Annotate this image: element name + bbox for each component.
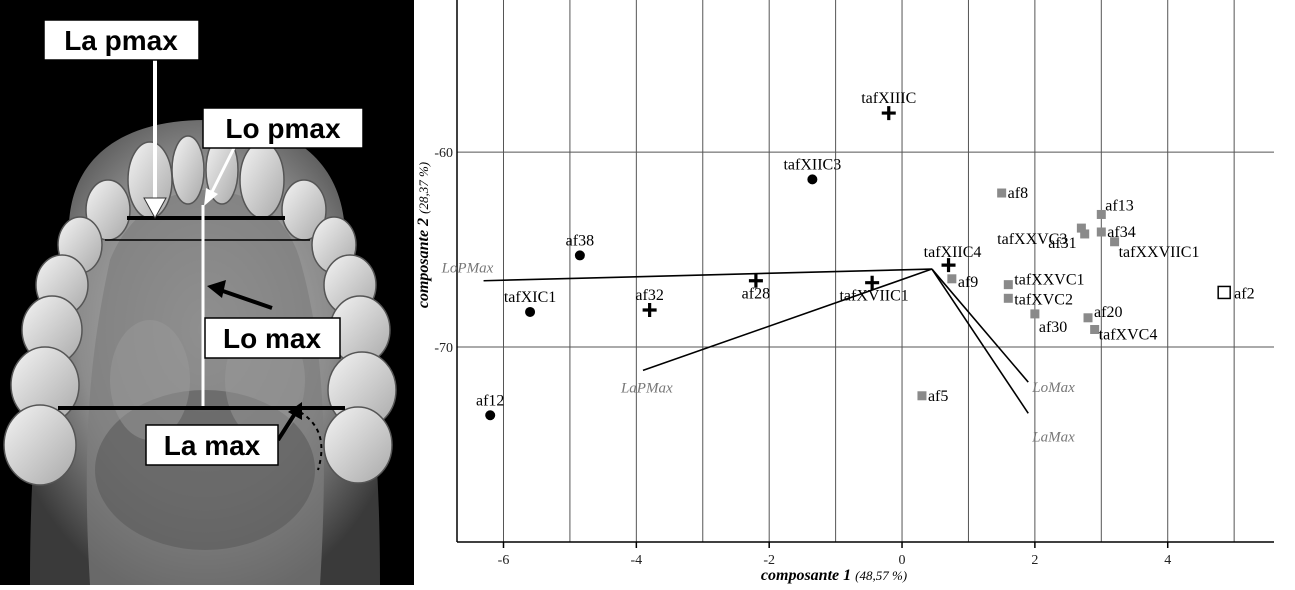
point-marker (748, 273, 763, 288)
vector-label: LoMax (1031, 380, 1075, 396)
arrow-icon (204, 188, 218, 206)
pca-chart-panel: -6 -4 -2 0 2 4 -60 -70 LoPMax LaPMax LoMax LaMax t… (414, 0, 1295, 585)
point-marker (574, 250, 585, 261)
skull-photo-panel: La pmax Lo pmax Lo max La max (0, 0, 414, 585)
point-label: tafXVC2 (1014, 291, 1073, 308)
point-marker (525, 306, 536, 317)
point-marker (1096, 227, 1106, 237)
point-label: af28 (742, 286, 770, 303)
point-label: af38 (566, 232, 594, 249)
point-label: tafXVIIC1 (839, 288, 908, 305)
point-label: af9 (958, 274, 978, 291)
point-marker (642, 302, 657, 317)
point-label: tafXIIC3 (783, 156, 841, 173)
point-label: af13 (1105, 197, 1133, 214)
point-marker (1083, 313, 1093, 323)
label-la-max: La max (164, 430, 261, 461)
x-tick-label: 4 (1164, 553, 1171, 568)
point-label: af31 (1048, 235, 1076, 252)
grid (457, 0, 1274, 543)
vector-label: LoPMax (441, 261, 494, 277)
point-marker (1080, 229, 1090, 239)
y-axis-label: composante 2(28,37 %) (415, 162, 432, 308)
arrow-down-icon (143, 197, 167, 220)
point-label: af5 (928, 388, 948, 405)
vector-label: LaMax (1031, 429, 1075, 445)
pca-biplot: -6 -4 -2 0 2 4 -60 -70 LoPMax LaPMax LoMax LaMax t… (415, 0, 1274, 584)
axes: -6 -4 -2 0 2 4 -60 -70 (434, 0, 1274, 568)
vector-lopmax (483, 268, 932, 282)
point-marker (997, 188, 1007, 198)
point-marker (1217, 285, 1231, 300)
point-label: tafXXVC1 (1014, 272, 1084, 289)
point-label: af34 (1107, 224, 1135, 241)
palate-scan-image: La pmax Lo pmax Lo max La max (0, 0, 414, 585)
vector-lomax (931, 268, 1029, 383)
point-label: af8 (1008, 185, 1028, 202)
y-tick-label: -70 (434, 341, 453, 356)
y-tick-label: -60 (434, 146, 453, 161)
point-marker (1090, 324, 1100, 334)
arrow-icon (288, 402, 302, 420)
point-marker (485, 410, 496, 421)
point-label: tafXXVIIC1 (1119, 244, 1200, 261)
variable-vectors: LoPMax LaPMax LoMax LaMax (441, 261, 1076, 446)
vector-lapmax (642, 268, 933, 372)
x-tick-label: -4 (631, 553, 643, 568)
arrow-icon (207, 280, 226, 298)
point-label: af12 (476, 392, 504, 409)
x-tick-label: -2 (763, 553, 775, 568)
point-label: af32 (635, 287, 663, 304)
data-points: tafXIIIC tafXIIC3 af38 tafXIC1 af32 af28 tafXV… (476, 90, 1255, 421)
point-label: tafXVC4 (1099, 326, 1158, 343)
point-marker (1076, 223, 1086, 233)
point-label: af20 (1094, 304, 1122, 321)
point-marker (807, 174, 818, 185)
point-marker (1030, 309, 1040, 319)
point-marker (941, 258, 956, 273)
x-tick-label: 2 (1031, 553, 1038, 568)
label-lo-pmax: Lo pmax (225, 113, 341, 144)
x-tick-label: 0 (899, 553, 906, 568)
vector-label: LaPMax (620, 380, 673, 396)
point-label: af30 (1039, 319, 1067, 336)
vector-lamax (931, 268, 1029, 414)
point-label: tafXIC1 (504, 289, 556, 306)
point-label: af2 (1234, 285, 1254, 302)
point-marker (917, 391, 927, 401)
point-label: tafXIIIC (861, 90, 916, 107)
label-lo-max: Lo max (223, 323, 321, 354)
point-marker (865, 275, 880, 290)
point-marker (1110, 237, 1120, 247)
label-la-pmax: La pmax (64, 25, 178, 56)
point-marker (881, 106, 896, 121)
point-marker (1003, 280, 1013, 290)
point-marker (1003, 293, 1013, 303)
point-label: tafXXVC3 (997, 231, 1067, 248)
point-marker (1096, 209, 1106, 219)
point-label: tafXIIC4 (924, 244, 982, 261)
x-tick-label: -6 (498, 553, 510, 568)
point-marker (947, 274, 957, 284)
x-axis-label: composante 1 (48,57 %) (761, 567, 907, 584)
